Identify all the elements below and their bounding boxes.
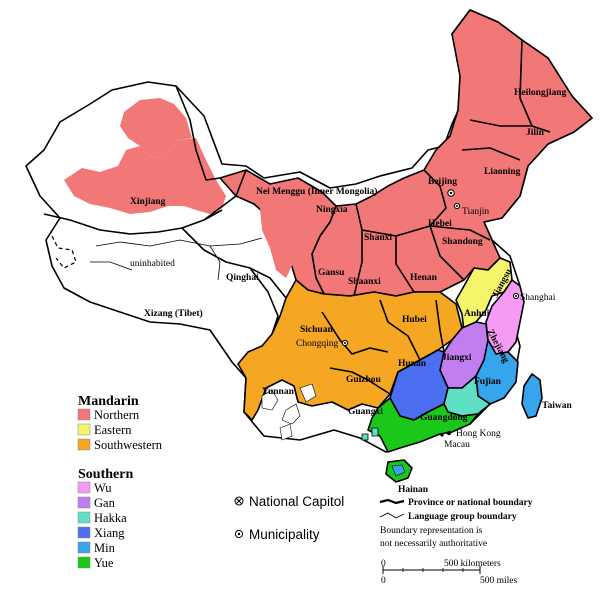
- label-chongqing: Chongqing: [296, 339, 338, 349]
- label-sichuan: Sichuan: [300, 325, 333, 335]
- scale-km-zero: 0: [381, 559, 386, 569]
- legend-southern: Southern Wu Gan Hakka Xiang Min Yue: [77, 467, 133, 570]
- label-nei-menggu: Nei Menggu (Inner Mongolia): [256, 186, 377, 197]
- legend-label-min: Min: [94, 541, 116, 555]
- yunnan-minority-areas: [261, 383, 317, 441]
- label-macau: Macau: [444, 440, 470, 450]
- region-labels: Heilongjiang Jilin Liaoning Beijing Tian…: [130, 88, 572, 495]
- scale-mi-zero: 0: [381, 576, 386, 586]
- label-hong-kong: Hong Kong: [456, 429, 501, 439]
- legend-boundaries: Province or national boundary Language g…: [379, 498, 533, 549]
- label-heilongjiang: Heilongjiang: [514, 88, 567, 98]
- macau-marker: [440, 433, 444, 437]
- legend-swatch-northern: [77, 408, 91, 421]
- legend-mandarin: Mandarin Northern Eastern Southwestern: [77, 394, 163, 452]
- label-guizhou: Guizhou: [346, 375, 382, 385]
- label-xinjiang: Xinjiang: [130, 197, 166, 207]
- label-hebei: Hebei: [428, 219, 452, 229]
- legend-swatch-yue: [77, 556, 91, 569]
- legend-swatch-wu: [77, 481, 91, 494]
- label-hunan: Hunan: [398, 359, 427, 369]
- language-boundaries: [90, 237, 263, 281]
- yue-region: [367, 397, 479, 453]
- legend-label-yue: Yue: [94, 556, 114, 570]
- min-region: [475, 339, 519, 405]
- scale-bar: 0 500 kilometers 0 500 miles: [381, 559, 518, 586]
- hong-kong-marker: [446, 430, 452, 436]
- label-tianjin: Tianjin: [462, 207, 489, 217]
- legend-swatch-gan: [77, 496, 91, 509]
- label-guangxi: Guangxi: [348, 407, 383, 417]
- legend-municipality: Municipality: [249, 527, 320, 542]
- legend-southern-heading: Southern: [78, 467, 133, 482]
- legend-label-gan: Gan: [94, 496, 116, 510]
- scale-km-label: 500 kilometers: [444, 559, 501, 569]
- label-hubei: Hubei: [402, 315, 427, 325]
- province-boundary-icon: [379, 498, 405, 505]
- legend-swatch-eastern: [77, 423, 91, 436]
- southwestern-mandarin-region: [237, 279, 463, 421]
- label-ningxia: Ningxia: [316, 205, 348, 215]
- label-hainan: Hainan: [398, 485, 429, 495]
- legend-swatch-min: [77, 541, 91, 554]
- legend-label-wu: Wu: [94, 481, 112, 495]
- legend-label-hakka: Hakka: [94, 511, 127, 525]
- province-boundaries: [43, 39, 551, 395]
- legend-province-boundary: Province or national boundary: [408, 498, 533, 508]
- label-guangdong: Guangdong: [420, 413, 468, 423]
- label-shanxi: Shanxi: [364, 233, 392, 243]
- legend-language-boundary: Language group boundary: [408, 512, 517, 522]
- legend-note-line1: Boundary representation is: [380, 526, 483, 536]
- label-yunnan: Yunnan: [262, 387, 295, 397]
- coastal-islands: [361, 427, 379, 441]
- legend-label-eastern: Eastern: [94, 423, 132, 437]
- legend-mandarin-heading: Mandarin: [78, 394, 139, 409]
- legend-label-xiang: Xiang: [94, 526, 125, 540]
- label-beijing: Beijing: [428, 177, 457, 187]
- hainan-interior: [391, 464, 406, 477]
- legend-label-southwestern: Southwestern: [94, 438, 163, 452]
- label-jilin: Jilin: [526, 128, 545, 138]
- legend-symbols: National Capitol Municipality: [234, 494, 344, 542]
- label-liaoning: Liaoning: [484, 167, 521, 177]
- label-uninhabited: uninhabited: [130, 259, 175, 269]
- label-gansu: Gansu: [318, 268, 345, 278]
- scale-mi-label: 500 miles: [480, 576, 518, 586]
- legend-swatch-hakka: [77, 511, 91, 524]
- northern-mandarin-region: [64, 9, 593, 297]
- legend-swatch-xiang: [77, 526, 91, 539]
- label-fujian: Fujian: [474, 377, 502, 387]
- language-boundary-icon: [379, 512, 405, 519]
- legend-swatch-southwestern: [77, 438, 91, 451]
- label-shanghai: Shanghai: [520, 293, 556, 303]
- eastern-mandarin-region: [455, 257, 513, 333]
- legend-national-capitol: National Capitol: [249, 494, 344, 509]
- label-xizang: Xizang (Tibet): [144, 308, 203, 319]
- label-anhui: Anhui: [464, 309, 490, 319]
- label-henan: Henan: [410, 273, 438, 283]
- label-qinghai: Qinghai: [226, 273, 259, 283]
- legend-note-line2: not necessarily authoritative: [380, 539, 487, 549]
- label-shaanxi: Shaanxi: [348, 277, 381, 287]
- label-taiwan: Taiwan: [542, 401, 572, 411]
- label-jiangxi: Jiangxi: [442, 353, 472, 363]
- label-shandong: Shandong: [442, 237, 483, 247]
- taiwan-island: [521, 373, 543, 419]
- legend-label-northern: Northern: [94, 408, 140, 422]
